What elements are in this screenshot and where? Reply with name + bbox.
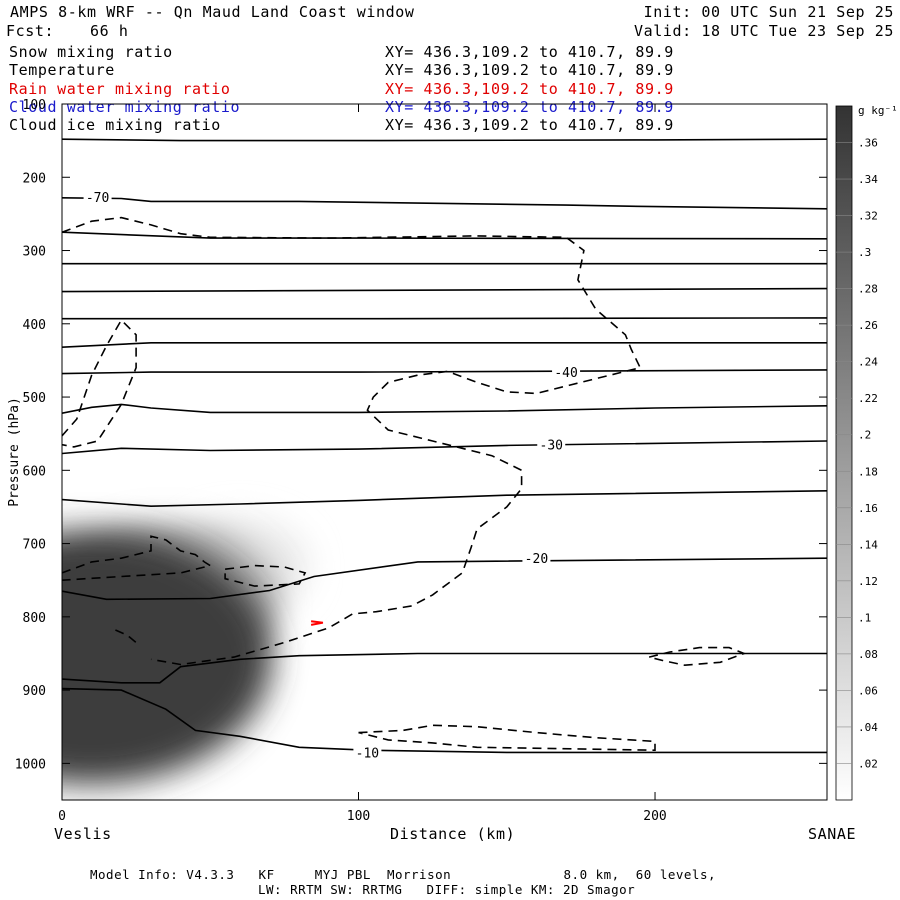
init-time: Init: 00 UTC Sun 21 Sep 25 <box>643 3 894 21</box>
cloud-ice-contour-4 <box>115 629 137 644</box>
forecast-label: Fcst: <box>6 22 55 40</box>
colorbar-tick-label-5: .12 <box>858 575 878 588</box>
y-tick-label-100: 100 <box>23 98 46 113</box>
temperature-label-7: -40 <box>554 366 577 381</box>
colorbar-tick-label-7: .16 <box>858 502 878 515</box>
temperature-contour-9 <box>62 440 827 455</box>
valid-time: Valid: 18 UTC Tue 23 Sep 25 <box>633 22 894 40</box>
temperature-contour-4 <box>62 287 827 293</box>
legend-rain-xy: XY= 436.3,109.2 to 410.7, 89.9 <box>385 80 674 98</box>
model-info-line-2: LW: RRTM SW: RRTMG DIFF: simple KM: 2D S… <box>258 882 636 897</box>
temperature-contour-6 <box>62 342 827 348</box>
temperature-contour-2 <box>62 231 827 240</box>
axes: 100 200 300 400 500 600 700 800 900 1000 0 100 200 Pr… <box>7 98 827 824</box>
chart-title: AMPS 8-km WRF -- Qn Maud Land Coast wind… <box>10 3 415 21</box>
temperature-contour-11 <box>62 557 827 601</box>
snow-field-maximum-2 <box>62 530 272 785</box>
legend-cloud-water-xy: XY= 436.3,109.2 to 410.7, 89.9 <box>385 98 674 116</box>
cloud-ice-contour-0 <box>62 216 642 666</box>
temperature-label-9: -30 <box>540 439 563 454</box>
temperature-label-bg-13 <box>353 745 382 760</box>
temperature-label-bg-11 <box>522 551 551 566</box>
y-tick-label-900: 900 <box>23 684 46 699</box>
colorbar: .02 .04 .06 .08 .1 .12 .14 .16 .18 .2 .22 .24 .26 .28… <box>835 104 898 801</box>
temperature-label-11: -20 <box>525 552 548 567</box>
legend-rain-name: Rain water mixing ratio <box>9 80 231 98</box>
colorbar-tick-label-3: .08 <box>858 648 878 661</box>
x-start-label: Veslis <box>54 825 112 843</box>
colorbar-tick-label-6: .14 <box>858 538 878 551</box>
colorbar-tick-label-10: .22 <box>858 392 878 405</box>
legend-temperature-name: Temperature <box>9 61 115 79</box>
y-axis-label: Pressure (hPa) <box>7 397 22 507</box>
temperature-contour-8 <box>62 403 827 414</box>
y-tick-label-600: 600 <box>23 464 46 479</box>
temperature-label-1: -70 <box>86 191 109 206</box>
colorbar-tick-label-15: .32 <box>858 210 878 223</box>
temperature-label-13: -10 <box>356 746 379 761</box>
legend-snow-xy: XY= 436.3,109.2 to 410.7, 89.9 <box>385 43 674 61</box>
legend-snow-name: Snow mixing ratio <box>9 43 173 61</box>
cloud-ice-contour-5 <box>358 724 656 752</box>
forecast-value: 66 h <box>90 22 129 40</box>
temperature-contour-12 <box>62 652 827 684</box>
y-tick-label-1000: 1000 <box>15 757 46 772</box>
cloud-ice-contours <box>62 216 747 752</box>
cloud-ice-contour-6 <box>648 646 747 667</box>
cloud-ice-contour-1 <box>62 318 137 448</box>
x-tick-label-0: 0 <box>58 809 66 824</box>
colorbar-unit: g kg⁻¹ <box>858 104 898 117</box>
colorbar-tick-label-8: .18 <box>858 465 878 478</box>
y-tick-label-300: 300 <box>23 245 46 260</box>
x-end-label: SANAE <box>808 825 857 843</box>
legend-temperature-xy: XY= 436.3,109.2 to 410.7, 89.9 <box>385 61 674 79</box>
colorbar-tick-label-12: .26 <box>858 319 878 332</box>
y-tick-label-500: 500 <box>23 391 46 406</box>
temperature-contour-10 <box>62 490 827 508</box>
colorbar-tick-label-11: .24 <box>858 356 878 369</box>
colorbar-tick-label-4: .1 <box>858 611 871 624</box>
colorbar-tick-label-14: .3 <box>858 246 871 259</box>
colorbar-tick-label-0: .02 <box>858 757 878 770</box>
x-axis-label: Distance (km) <box>390 825 516 843</box>
temperature-contour-labels: -70 -40 -30 -20 -10 <box>83 190 581 761</box>
y-tick-label-400: 400 <box>23 318 46 333</box>
y-tick-label-200: 200 <box>23 171 46 186</box>
temperature-label-bg-9 <box>537 437 566 452</box>
cloud-ice-contour-3 <box>224 564 307 587</box>
rain-contours <box>310 620 324 626</box>
x-tick-label-100: 100 <box>347 809 370 824</box>
legend-cloud-ice-xy: XY= 436.3,109.2 to 410.7, 89.9 <box>385 116 674 134</box>
colorbar-tick-label-13: .28 <box>858 283 878 296</box>
y-tick-label-700: 700 <box>23 538 46 553</box>
temperature-contours <box>62 138 827 754</box>
temperature-label-bg-7 <box>552 365 581 380</box>
temperature-contour-13 <box>62 687 827 754</box>
x-tick-label-200: 200 <box>643 809 666 824</box>
plot-frame <box>61 103 828 801</box>
colorbar-tick-label-2: .06 <box>858 684 878 697</box>
colorbar-tick-label-16: .34 <box>858 173 878 186</box>
rain-contour-0 <box>310 620 324 626</box>
legend-cloud-ice-name: Cloud ice mixing ratio <box>9 116 221 134</box>
temperature-contour-7 <box>62 369 827 375</box>
legend-cloud-water-name: Cloud water mixing ratio <box>9 98 241 116</box>
cloud-ice-contour-2 <box>62 535 213 581</box>
temperature-contour-1 <box>62 197 827 210</box>
colorbar-gradient <box>835 105 853 801</box>
colorbar-tick-label-9: .2 <box>858 429 871 442</box>
colorbar-tick-label-1: .04 <box>858 721 878 734</box>
temperature-contour-5 <box>62 317 827 320</box>
model-info-line-1: Model Info: V4.3.3 KF MYJ PBL Morrison 8… <box>90 867 716 882</box>
snow-field <box>62 517 308 785</box>
colorbar-tick-label-17: .36 <box>858 137 878 150</box>
temperature-label-bg-1 <box>83 190 112 205</box>
y-tick-label-800: 800 <box>23 611 46 626</box>
temperature-contour-0 <box>62 138 827 142</box>
